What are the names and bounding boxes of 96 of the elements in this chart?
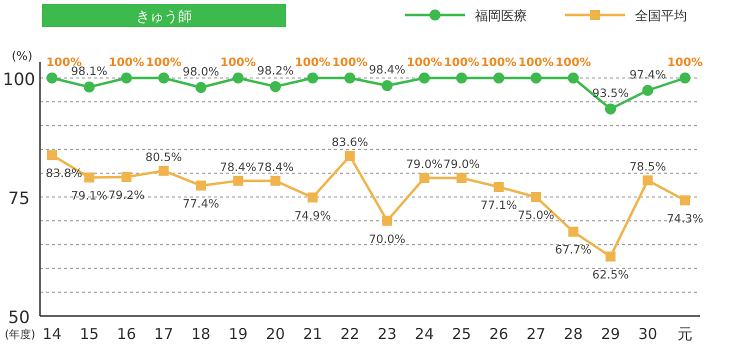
data-label: 79.2% — [108, 188, 145, 202]
data-label: 100% — [556, 55, 592, 69]
point — [270, 176, 280, 186]
data-label: 100% — [406, 55, 443, 69]
point — [307, 72, 318, 84]
data-label: 100% — [146, 55, 182, 69]
x-tick-label: 19 — [228, 325, 248, 343]
point — [344, 72, 356, 84]
x-tick-label: 15 — [80, 325, 99, 343]
x-tick-label: 22 — [340, 325, 360, 343]
data-label: 100% — [220, 55, 256, 69]
point — [382, 216, 392, 226]
point — [568, 72, 579, 84]
point — [120, 72, 132, 84]
point — [568, 226, 578, 237]
x-tick-label: 29 — [600, 325, 620, 343]
data-label: 74.9% — [294, 208, 331, 222]
point — [531, 192, 542, 202]
point — [232, 72, 244, 84]
x-tick-label: 30 — [638, 325, 658, 343]
data-label: 78.4% — [257, 160, 294, 174]
data-label: 100% — [444, 55, 480, 69]
data-label: 100% — [294, 55, 331, 69]
point — [493, 72, 504, 84]
data-label: 100% — [518, 55, 554, 69]
x-tick-label: 24 — [414, 325, 434, 343]
x-tick-label: 28 — [564, 325, 583, 343]
x-tick-label: 25 — [452, 325, 472, 343]
point — [121, 172, 132, 182]
data-label: 62.5% — [592, 268, 629, 282]
point — [494, 182, 504, 192]
data-label: 83.8% — [46, 166, 82, 180]
x-tick-label: 27 — [526, 325, 546, 343]
x-tick-label: 元 — [678, 325, 692, 343]
x-tick-label: 21 — [303, 325, 322, 343]
point — [233, 176, 244, 186]
data-label: 78.4% — [220, 160, 257, 174]
point — [47, 150, 57, 160]
data-label: 75.0% — [518, 208, 554, 222]
point — [84, 82, 95, 93]
data-label: 74.3% — [666, 211, 704, 226]
data-label: 70.0% — [368, 232, 406, 246]
legend-label: 全国平均 — [635, 9, 687, 24]
x-tick-label: 18 — [191, 325, 210, 343]
data-label: 78.5% — [629, 159, 666, 174]
point — [158, 166, 169, 176]
data-label: 100% — [667, 55, 704, 69]
point — [456, 72, 468, 84]
point — [270, 81, 281, 92]
data-label: 77.4% — [182, 196, 220, 211]
chart-title: きゅう師 — [136, 9, 192, 25]
data-label: 79.0% — [443, 156, 480, 171]
data-label: 77.1% — [480, 198, 518, 212]
point — [158, 72, 170, 84]
point — [46, 72, 58, 84]
point — [84, 172, 94, 182]
data-label: 67.7% — [555, 242, 592, 257]
point — [344, 151, 355, 162]
data-label: 100% — [108, 55, 145, 69]
data-label: 98.2% — [257, 64, 294, 78]
y-tick-label: 100 — [2, 70, 36, 90]
y-axis-title: (%) — [12, 49, 32, 63]
x-tick-label: 23 — [378, 325, 397, 343]
x-tick-label: 17 — [154, 325, 174, 343]
point — [419, 172, 430, 183]
data-label: 83.6% — [332, 135, 368, 150]
data-label: 80.5% — [145, 150, 182, 164]
point — [456, 172, 467, 183]
data-label: 79.1% — [70, 188, 108, 202]
point — [308, 192, 318, 202]
x-tick-label: 14 — [42, 325, 62, 343]
point — [530, 72, 542, 84]
point — [382, 80, 393, 92]
x-tick-label: 16 — [116, 325, 136, 343]
y-tick-label: 50 — [8, 308, 30, 328]
data-label: 98.0% — [182, 64, 220, 79]
data-label: 100% — [481, 55, 518, 69]
point — [196, 180, 206, 191]
point — [606, 252, 616, 262]
data-label: 97.4% — [629, 67, 666, 82]
x-axis-title: (年度) — [4, 328, 36, 341]
x-tick-label: 20 — [266, 325, 285, 343]
point — [418, 72, 430, 84]
y-tick-label: 75 — [8, 189, 30, 209]
data-label: 79.0% — [406, 156, 443, 171]
point — [605, 103, 616, 114]
data-label: 98.4% — [368, 62, 406, 77]
point — [642, 84, 654, 96]
point — [680, 195, 690, 206]
data-label: 100% — [332, 55, 368, 69]
point — [195, 82, 206, 94]
point — [642, 175, 653, 186]
data-label: 93.5% — [592, 86, 629, 100]
x-tick-label: 26 — [489, 325, 508, 343]
point — [680, 72, 690, 84]
legend-label: 福岡医療 — [475, 9, 527, 24]
